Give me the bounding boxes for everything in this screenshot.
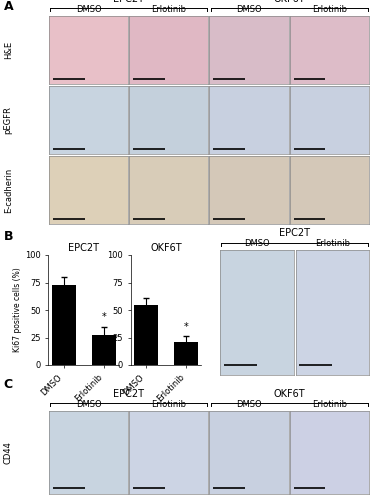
Text: DMSO: DMSO — [236, 5, 262, 14]
Text: Erlotinib: Erlotinib — [315, 240, 350, 248]
Text: *: * — [102, 312, 106, 322]
Text: EPC2T: EPC2T — [113, 389, 144, 399]
Text: Erlotinib: Erlotinib — [312, 5, 347, 14]
Text: CD44: CD44 — [4, 441, 13, 464]
Text: B: B — [4, 230, 13, 242]
Text: DMSO: DMSO — [236, 400, 262, 409]
Text: DMSO: DMSO — [244, 240, 270, 248]
Bar — [92, 336, 116, 365]
Text: *: * — [184, 322, 188, 332]
Bar — [52, 284, 76, 365]
Text: EPC2T: EPC2T — [113, 0, 144, 4]
Text: H&E: H&E — [4, 41, 13, 59]
Text: C: C — [4, 378, 13, 391]
Text: A: A — [4, 0, 13, 13]
Text: OKF6T: OKF6T — [273, 0, 305, 4]
Text: EPC2T: EPC2T — [279, 228, 310, 238]
Text: E-cadherin: E-cadherin — [4, 168, 13, 212]
Text: Erlotinib: Erlotinib — [151, 400, 186, 409]
Text: Erlotinib: Erlotinib — [312, 400, 347, 409]
Text: pEGFR: pEGFR — [4, 106, 13, 134]
Y-axis label: Ki67 positive cells (%): Ki67 positive cells (%) — [13, 268, 22, 352]
Bar — [174, 342, 198, 365]
Text: Erlotinib: Erlotinib — [151, 5, 186, 14]
Title: EPC2T: EPC2T — [68, 243, 100, 253]
Text: OKF6T: OKF6T — [273, 389, 305, 399]
Title: OKF6T: OKF6T — [150, 243, 182, 253]
Bar — [134, 304, 158, 365]
Text: DMSO: DMSO — [76, 5, 101, 14]
Text: DMSO: DMSO — [76, 400, 101, 409]
